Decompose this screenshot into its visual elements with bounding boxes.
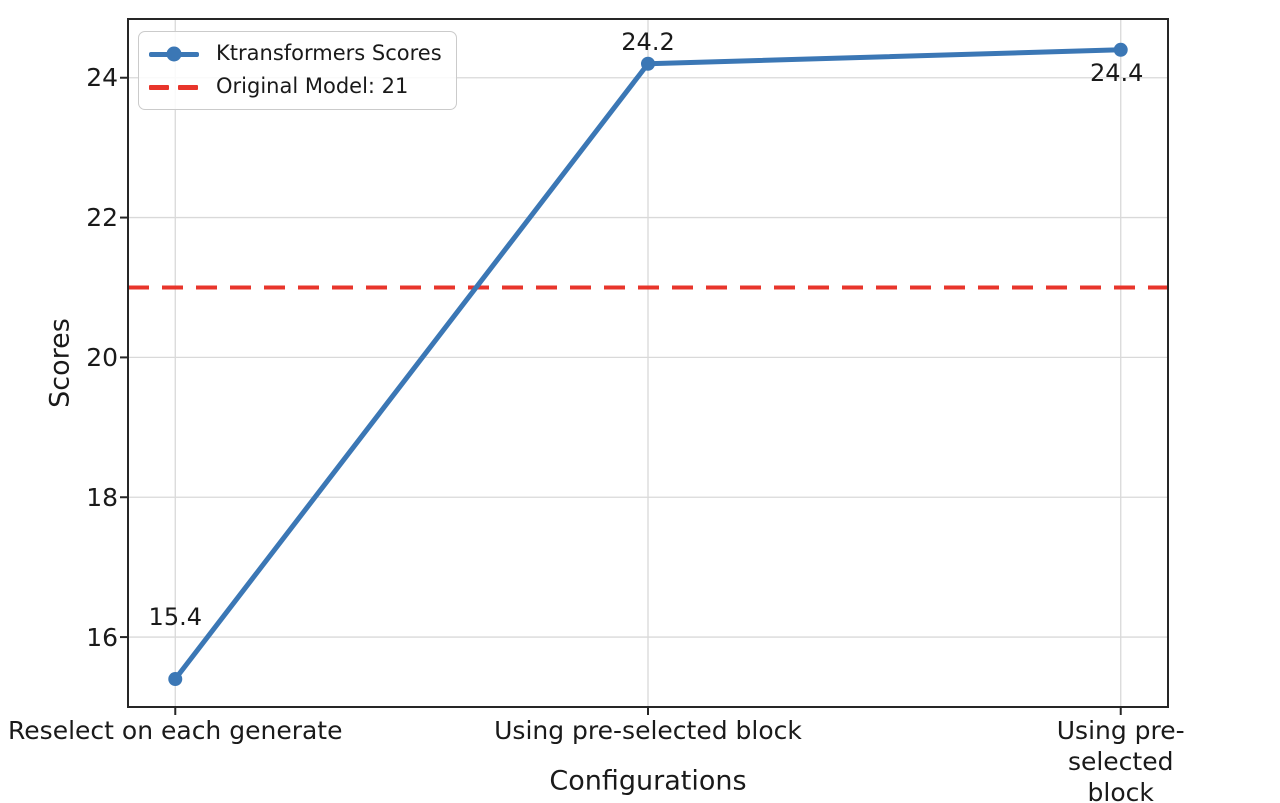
data-point-label: 24.4 <box>1090 58 1144 87</box>
data-point-label: 15.4 <box>148 603 202 632</box>
y-tick-label: 18 <box>86 482 118 512</box>
y-tick-label: 20 <box>86 342 118 372</box>
data-point-marker <box>641 56 655 71</box>
data-point-marker <box>168 672 183 687</box>
data-point-marker <box>1113 42 1128 57</box>
legend-entry-series: Ktransformers Scores <box>149 39 442 69</box>
x-tick-label: Using pre-selected block First two layer… <box>1056 716 1185 803</box>
y-tick-label: 24 <box>86 63 118 93</box>
y-tick-label: 16 <box>86 622 118 652</box>
legend-label-reference: Original Model: 21 <box>216 74 409 99</box>
data-point-label: 24.2 <box>621 27 675 56</box>
legend-dashed-line-icon <box>149 84 199 90</box>
x-tick-label: Using pre-selected block <box>494 716 802 745</box>
y-tick-label: 22 <box>86 203 118 233</box>
legend-entry-reference: Original Model: 21 <box>149 72 442 102</box>
legend-label-series: Ktransformers Scores <box>216 41 442 66</box>
legend: Ktransformers Scores Original Model: 21 <box>138 31 457 110</box>
legend-solid-line-icon <box>149 46 199 62</box>
legend-circle-marker-icon <box>166 46 182 62</box>
x-tick-label: Reselect on each generate <box>8 716 343 745</box>
x-axis-title: Configurations <box>549 765 747 797</box>
